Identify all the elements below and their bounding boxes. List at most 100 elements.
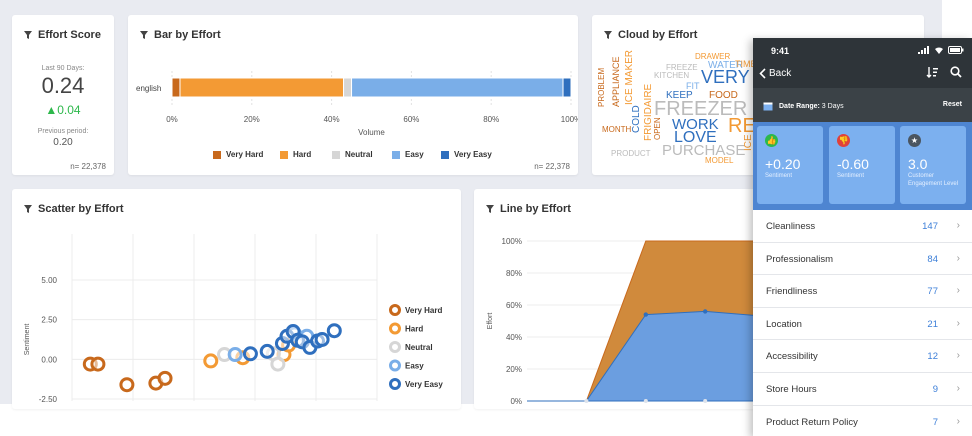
scatter-point-neutral[interactable] <box>270 356 286 372</box>
legend-label[interactable]: Very Hard <box>405 306 442 315</box>
legend-label[interactable]: Very Easy <box>405 380 443 389</box>
filter-icon[interactable] <box>604 31 612 39</box>
date-range-bar: Date Range: 3 Days Reset <box>753 88 972 122</box>
star-icon: ★ <box>908 134 921 147</box>
line-point[interactable] <box>643 312 648 317</box>
legend-label[interactable]: Easy <box>405 362 424 371</box>
legend-marker-neutral[interactable] <box>389 341 401 353</box>
cloud-word[interactable]: KEEP <box>666 90 693 101</box>
legend-swatch <box>332 150 340 159</box>
filter-icon[interactable] <box>24 31 32 39</box>
metric-tile[interactable]: ★ 3.0 Customer Engagement Level <box>900 126 966 204</box>
legend-item-easy[interactable]: Easy <box>392 150 424 159</box>
cloud-word[interactable]: DRAWER <box>695 52 731 61</box>
list-item[interactable]: Product Return Policy 7 › <box>753 406 972 436</box>
cloud-word[interactable]: KITCHEN <box>654 71 690 80</box>
bar-segment-very-hard[interactable] <box>171 77 181 98</box>
previous-period-value: 0.20 <box>53 137 73 148</box>
legend-item-hard[interactable]: Hard <box>280 150 311 159</box>
list-item-count: 84 <box>927 253 938 265</box>
scatter-point-very-hard[interactable] <box>119 377 135 393</box>
legend-item-very-hard[interactable]: Very Hard <box>213 150 263 159</box>
metric-tile[interactable]: 👍 +0.20 Sentiment <box>757 126 823 204</box>
cloud-word[interactable]: MODEL <box>705 156 734 165</box>
back-button[interactable]: Back <box>759 68 791 79</box>
bar-segment-easy[interactable] <box>351 77 564 98</box>
bar-segment-very-easy[interactable] <box>562 77 572 98</box>
cloud-word[interactable]: FREEZE <box>666 63 698 72</box>
legend-swatch <box>280 150 288 159</box>
cloud-word[interactable]: WORK <box>672 116 719 133</box>
list-item-count: 77 <box>927 286 938 298</box>
legend-label[interactable]: Hard <box>405 325 423 334</box>
cloud-word[interactable]: MONTH <box>602 125 632 134</box>
scatter-point-very-easy[interactable] <box>242 346 258 362</box>
metric-tile[interactable]: 👎 -0.60 Sentiment <box>829 126 895 204</box>
area-series-easy[interactable] <box>527 310 774 402</box>
filter-icon[interactable] <box>486 205 494 213</box>
cloud-word[interactable]: PROBLEM <box>597 67 606 107</box>
filter-icon[interactable] <box>140 31 148 39</box>
cloud-word[interactable]: RE <box>728 115 756 137</box>
legend-item-neutral[interactable]: Neutral <box>332 150 373 159</box>
list-item[interactable]: Professionalism 84 › <box>753 243 972 276</box>
chevron-right-icon: › <box>956 220 960 231</box>
scatter-point-very-easy[interactable] <box>314 331 330 347</box>
bar-segment-neutral[interactable] <box>343 77 353 98</box>
cloud-word[interactable]: FOOD <box>709 90 738 101</box>
cloud-word[interactable]: ICE MAKER <box>624 49 635 105</box>
line-point[interactable] <box>703 309 708 314</box>
bar-segment-hard[interactable] <box>179 77 345 98</box>
scatter-point-very-easy[interactable] <box>326 323 342 339</box>
list-item[interactable]: Store Hours 9 › <box>753 373 972 406</box>
legend-marker-very-hard[interactable] <box>389 304 401 316</box>
list-item[interactable]: Friendliness 77 › <box>753 275 972 308</box>
scatter-point-very-hard[interactable] <box>90 356 106 372</box>
cloud-word[interactable]: PRODUCT <box>611 149 651 158</box>
filter-icon[interactable] <box>24 205 32 213</box>
list-item[interactable]: Cleanliness 147 › <box>753 210 972 243</box>
tile-value: -0.60 <box>837 156 869 172</box>
cloud-word[interactable]: LOVE <box>674 129 717 146</box>
cloud-word[interactable]: WATER <box>708 60 743 71</box>
legend-marker-hard[interactable] <box>389 322 401 335</box>
cloud-word[interactable]: APPLIANCE <box>611 56 621 107</box>
reset-button[interactable]: Reset <box>942 101 962 108</box>
legend-swatch <box>441 150 449 159</box>
legend-label[interactable]: Neutral <box>405 343 433 352</box>
x-axis-label: Volume <box>358 128 385 137</box>
scatter-point-hard[interactable] <box>203 353 219 369</box>
sort-icon[interactable] <box>926 66 938 78</box>
x-tick-label: 60% <box>403 115 419 124</box>
search-icon[interactable] <box>950 66 962 78</box>
scatter-point-easy[interactable] <box>227 347 243 363</box>
legend-marker-easy[interactable] <box>389 359 401 372</box>
cloud-word[interactable]: FREEZER <box>654 98 748 120</box>
tile-label: Sentiment <box>765 173 793 179</box>
cloud-word[interactable]: TIME <box>735 59 757 69</box>
sample-size: n= 22,378 <box>70 162 106 171</box>
cloud-word[interactable]: OPEN <box>653 117 662 140</box>
legend-marker-very-easy[interactable] <box>389 378 401 390</box>
line-by-effort-title: Line by Effort <box>500 203 571 215</box>
battery-icon <box>948 46 964 54</box>
cloud-word[interactable]: FIT <box>686 81 700 91</box>
mobile-app-screen: 9:41 Back Date Range: 3 Days Reset 👍 +0.2… <box>753 38 972 436</box>
cloud-word[interactable]: PURCHASE <box>662 142 746 159</box>
area-chart: 100% 80% 60% 40% 20% 0% Effort <box>487 237 774 406</box>
legend-item-very-easy[interactable]: Very Easy <box>441 150 492 159</box>
list-item[interactable]: Accessibility 12 › <box>753 340 972 373</box>
date-range[interactable]: Date Range: 3 Days <box>763 101 844 111</box>
legend-label: Neutral <box>345 150 373 159</box>
cloud-word[interactable]: VERY <box>701 67 750 87</box>
list-item-label: Accessibility <box>766 351 818 363</box>
scatter-point-very-easy[interactable] <box>259 343 275 359</box>
scatter-by-effort-title: Scatter by Effort <box>38 203 124 215</box>
list-item-label: Professionalism <box>766 253 834 265</box>
scatter-point-very-hard[interactable] <box>157 370 173 386</box>
tile-label: Customer Engagement Level <box>908 173 959 187</box>
metric-tiles: 👍 +0.20 Sentiment 👎 -0.60 Sentiment ★ 3.0 Custom… <box>753 122 972 210</box>
x-tick-label: 20% <box>244 115 260 124</box>
cloud-word[interactable]: COLD <box>631 105 642 133</box>
list-item[interactable]: Location 21 › <box>753 308 972 341</box>
